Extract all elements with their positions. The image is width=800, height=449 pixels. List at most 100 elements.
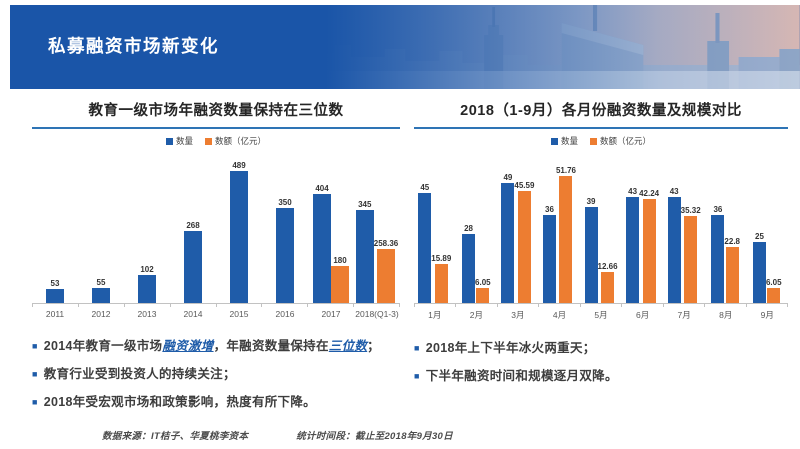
axis-tick <box>581 304 623 307</box>
bar-value-label: 43 <box>628 187 638 196</box>
bar: 49 <box>501 173 515 303</box>
right-chart: 45 15.89 28 6.05 49 45.59 36 51.76 39 12.66 43 42.2… <box>414 153 788 321</box>
axis-tick <box>456 304 498 307</box>
right-chart-title: 2018（1-9月）各月份融资数量及规模对比 <box>414 99 788 129</box>
bar: 268 <box>184 221 202 303</box>
bar: 258.36 <box>374 239 398 303</box>
bar-group: 268 <box>170 221 216 303</box>
bar-rect <box>434 264 448 303</box>
bar: 42.24 <box>639 189 659 303</box>
bar-group: 45 15.89 <box>414 183 456 303</box>
bar-rect <box>667 197 681 303</box>
bar: 36 <box>711 205 725 303</box>
bar-rect <box>276 208 294 303</box>
bar-value-label: 36 <box>713 205 723 214</box>
bar: 345 <box>355 200 374 303</box>
bar-value-label: 22.8 <box>724 237 740 246</box>
bar-value-label: 15.89 <box>431 254 452 263</box>
bar: 22.8 <box>724 237 740 303</box>
bullet-text: ； <box>367 339 380 353</box>
bar: 102 <box>138 265 156 303</box>
legend-item: 数额（亿元） <box>590 135 651 147</box>
bar: 28 <box>462 224 476 303</box>
bar-group: 53 <box>32 279 78 303</box>
axis-tick <box>125 304 171 307</box>
left-chart-plot: 53 55 102 268 489 350 404 180 345 258.36 <box>32 153 400 304</box>
bullet-square-icon: ■ <box>32 369 38 379</box>
legend-swatch-icon <box>165 137 173 145</box>
legend-item: 数量 <box>550 135 578 147</box>
bar-rect <box>418 193 432 303</box>
bullet-square-icon: ■ <box>32 397 38 407</box>
bar-group: 345 258.36 <box>354 200 400 303</box>
left-chart-legend: 数量 数额（亿元） <box>32 135 400 147</box>
legend-swatch-icon <box>205 137 212 145</box>
x-axis-label: 2017 <box>321 309 341 319</box>
bar-value-label: 6.05 <box>475 278 491 287</box>
bar-value-label: 28 <box>464 224 473 233</box>
x-axis-label: 2013 <box>137 309 157 319</box>
bullet-item: ■ 2018年受宏观市场和政策影响，热度有所下降。 <box>32 391 400 410</box>
bar-rect <box>92 288 110 303</box>
x-axis-label: 2012 <box>91 309 111 319</box>
bar: 404 <box>313 184 331 303</box>
x-axis-label: 2011 <box>45 309 65 319</box>
bar-rect <box>642 199 656 303</box>
bar-group: 39 12.66 <box>580 197 622 303</box>
bar-rect <box>462 234 476 303</box>
legend-label: 数额（亿元） <box>600 136 652 146</box>
axis-tick <box>747 304 788 307</box>
bullet-text: 2014年教育一级市场 <box>43 339 163 353</box>
bar-value-label: 36 <box>545 205 554 214</box>
x-axis-label: 2015 <box>229 309 249 319</box>
bar-rect <box>626 197 640 303</box>
bullet-text: 下半年融资时间和规模逐月双降。 <box>425 369 618 383</box>
bar-rect <box>138 275 156 303</box>
bullet-text: 2018年上下半年冰火两重天； <box>425 341 596 355</box>
bar-rect <box>355 210 374 303</box>
slide-title: 私募融资市场新变化 <box>48 36 219 56</box>
bar-value-label: 102 <box>140 265 154 274</box>
axis-tick <box>33 304 79 307</box>
bullet-text: 教育行业受到投资人的持续关注； <box>43 367 236 381</box>
bar-rect <box>377 249 395 303</box>
bar: 45.59 <box>514 181 534 303</box>
x-axis-label: 2月 <box>469 310 483 320</box>
bar-group: 404 180 <box>308 184 354 303</box>
bar-value-label: 6.05 <box>765 278 782 287</box>
bullet-item: ■ 2014年教育一级市场融资激增，年融资数量保持在三位数； <box>32 335 400 354</box>
bar-group: 36 51.76 <box>539 166 581 303</box>
bar-rect <box>230 171 248 303</box>
bar-group: 43 35.32 <box>663 187 705 303</box>
bar: 45 <box>418 183 432 303</box>
x-axis-label: 1月 <box>428 310 442 320</box>
legend-swatch-icon <box>550 137 558 145</box>
legend-swatch-icon <box>590 137 597 145</box>
bar: 180 <box>331 256 349 303</box>
bar-rect <box>517 191 531 303</box>
bullet-item: ■ 教育行业受到投资人的持续关注； <box>32 363 400 382</box>
bar: 36 <box>542 205 556 303</box>
left-chart: 53 55 102 268 489 350 404 180 345 258.36 2011 2012… <box>32 153 400 319</box>
bar: 35.32 <box>681 206 701 303</box>
x-axis-label: 4月 <box>552 310 567 320</box>
header-gradient-overlay <box>10 5 800 89</box>
left-chart-title: 教育一级市场年融资数量保持在三位数 <box>32 99 400 129</box>
axis-tick <box>354 304 400 307</box>
left-bullet-list: ■ 2014年教育一级市场融资激增，年融资数量保持在三位数； ■ 教育行业受到投资人的… <box>32 335 400 410</box>
right-chart-x-axis: 1月 2月 3月 4月 5月 6月 7月 8月 9月 <box>414 309 788 321</box>
bullet-text-emphasis: 融资激增 <box>162 339 214 353</box>
bar-rect <box>711 215 725 303</box>
bar-value-label: 268 <box>186 221 200 230</box>
bar-value-label: 12.66 <box>597 262 618 271</box>
bar-value-label: 45.59 <box>514 181 535 190</box>
bar-rect <box>752 242 766 303</box>
bullet-square-icon: ■ <box>414 371 420 381</box>
statistics-period-note: 统计时间段：截止至2018年9月30日 <box>296 431 453 442</box>
bar-rect <box>184 231 202 303</box>
x-axis-label: 9月 <box>760 310 774 320</box>
bar-rect <box>767 288 781 303</box>
right-bullet-list: ■ 2018年上下半年冰火两重天； ■ 下半年融资时间和规模逐月双降。 <box>414 337 788 384</box>
left-chart-x-axis: 2011 2012 2013 2014 2015 2016 2017 2018(Q1-3) <box>32 309 400 319</box>
left-panel: 教育一级市场年融资数量保持在三位数 数量 数额（亿元） 53 55 102 268 489… <box>32 99 400 419</box>
